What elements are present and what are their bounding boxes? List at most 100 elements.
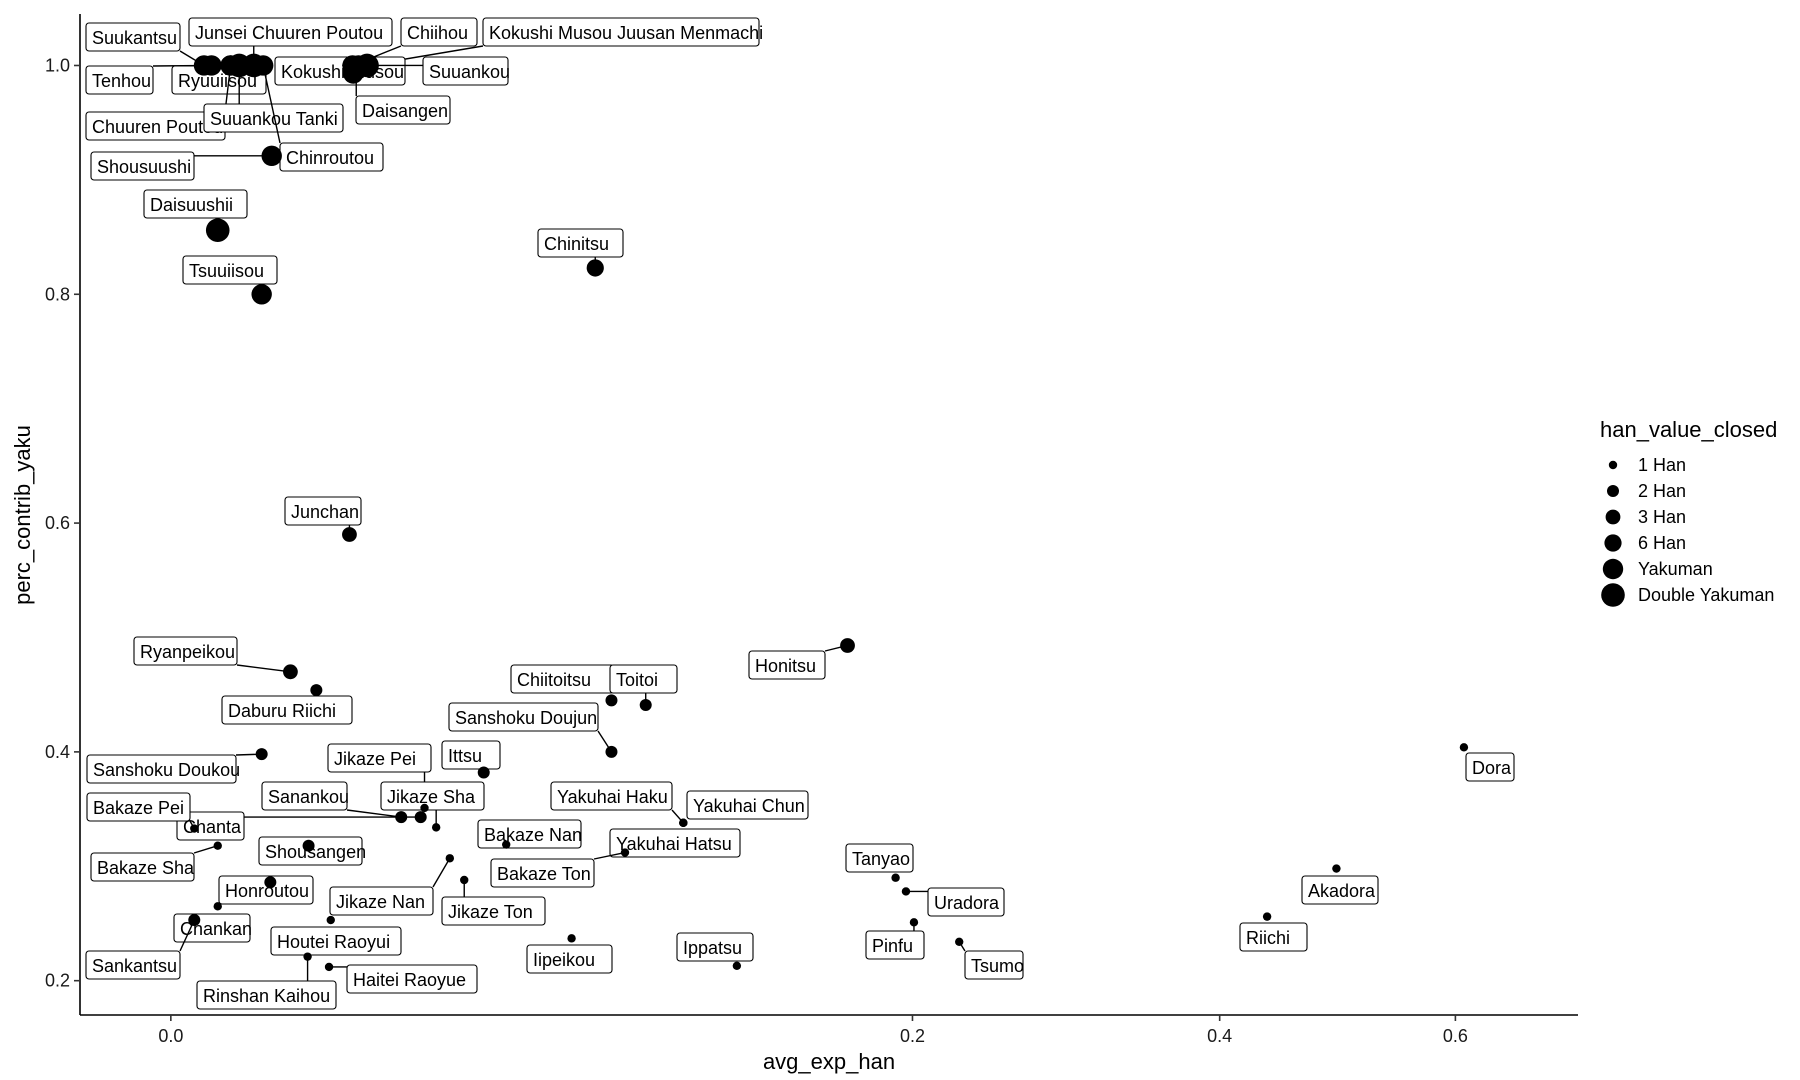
point-label-text: Junsei Chuuren Poutou: [195, 23, 383, 43]
point-jikaze-sha: [431, 823, 441, 832]
point-label-text: Iipeikou: [533, 950, 595, 970]
point-label-bakaze-ton: Bakaze Ton: [490, 851, 626, 888]
leader-line: [236, 664, 291, 673]
point-label-box: [218, 875, 314, 905]
point-label-box: [1239, 922, 1308, 952]
y-tick-label: 0.8: [45, 284, 70, 304]
point-label-text: Ryanpeikou: [140, 642, 235, 662]
y-tick-label: 0.2: [45, 971, 70, 991]
point-label-box: [355, 95, 451, 125]
point-label-jikaze-ton: Jikaze Ton: [441, 880, 546, 926]
point-label-jikaze-nan: Jikaze Nan: [329, 857, 451, 916]
point-label-box: [448, 702, 599, 732]
point-daisuushii: [205, 218, 230, 243]
point-pinfu: [909, 918, 919, 927]
point-label-box: [346, 964, 478, 994]
point-label-text: Ittsu: [448, 746, 482, 766]
point-label-box: [927, 887, 1005, 917]
point-label-box: [865, 930, 925, 960]
point-suuankou-tanki: [227, 53, 252, 78]
point-label-text: Yakuhai Chun: [693, 796, 805, 816]
point-label-text: Tsumo: [971, 956, 1024, 976]
point-label-sankantsu: Sankantsu: [85, 919, 195, 980]
y-tick-label: 0.6: [45, 513, 70, 533]
point-label-kokushi-musou: Kokushi Musou: [274, 56, 406, 86]
point-label-text: Uradora: [934, 893, 1000, 913]
point-label-text: Toitoi: [616, 670, 658, 690]
leader-line: [346, 809, 402, 818]
point-label-box: [85, 950, 181, 980]
point-label-text: Shousangen: [265, 842, 366, 862]
legend-key: [1607, 485, 1619, 497]
point-label-yakuhai-haku: Yakuhai Haku: [550, 781, 684, 824]
point-label-dora: Dora: [1465, 752, 1515, 782]
point-label-houtei-raoyui: Houtei Raoyui: [270, 926, 402, 956]
point-label-text: Chinitsu: [544, 234, 609, 254]
point-label-text: Bakaze Ton: [497, 864, 591, 884]
y-tick-label: 1.0: [45, 55, 70, 75]
point-label-box: [85, 22, 181, 52]
point-label-box: [845, 843, 914, 873]
point-label-box: [270, 926, 402, 956]
point-label-text: Chuuren Poutou: [92, 117, 223, 137]
point-label-text: Suukantsu: [92, 28, 177, 48]
point-ippatsu: [732, 961, 742, 971]
legend-key: [1608, 460, 1618, 470]
point-sanankou: [395, 811, 408, 824]
point-label-text: Daisuushii: [150, 195, 233, 215]
legend-title: han_value_closed: [1600, 417, 1777, 442]
point-daburu-riichi: [310, 684, 323, 697]
point-label-box: [550, 781, 673, 811]
point-label-iipeikou: Iipeikou: [526, 944, 613, 974]
legend-key: [1604, 534, 1622, 552]
point-label-suukantsu: Suukantsu: [85, 22, 205, 67]
point-honroutou: [264, 876, 277, 889]
point-chinroutou: [252, 55, 274, 76]
leader-line: [262, 65, 281, 144]
point-label-box: [188, 17, 393, 47]
point-iipeikou: [567, 934, 576, 943]
point-chiitoitsu: [605, 694, 618, 707]
point-label-box: [526, 944, 613, 974]
point-label-shousuushi: Shousuushi: [90, 151, 272, 181]
point-label-text: Chanta: [183, 817, 242, 837]
point-houtei-raoyui: [326, 915, 335, 925]
point-jikaze-ton: [460, 875, 469, 885]
point-label-jikaze-sha: Jikaze Sha: [380, 781, 485, 828]
point-label-text: Daisangen: [362, 101, 448, 121]
point-label-honroutou: Honroutou: [218, 875, 314, 905]
point-label-box: [329, 886, 434, 916]
point-label-uradora: Uradora: [905, 887, 1005, 917]
point-label-sanshoku-doujun: Sanshoku Doujun: [448, 702, 613, 753]
point-label-text: Jikaze Pei: [334, 749, 416, 769]
point-chanta: [414, 811, 427, 824]
point-label-text: Akadora: [1308, 881, 1376, 901]
point-label-bakaze-pei: Bakaze Pei: [86, 792, 195, 829]
point-label-box: [686, 790, 809, 820]
x-tick-label: 0.4: [1207, 1026, 1232, 1046]
point-tanyao: [891, 873, 900, 882]
point-label-box: [196, 980, 337, 1010]
point-daisangen: [346, 59, 367, 81]
point-label-text: Chiitoitsu: [517, 670, 591, 690]
point-label-box: [1465, 752, 1515, 782]
point-bakaze-ton: [620, 848, 630, 857]
point-label-text: Chiihou: [407, 23, 468, 43]
point-label-text: Ippatsu: [683, 938, 742, 958]
x-axis-title: avg_exp_han: [763, 1049, 895, 1074]
point-shousuushi: [261, 145, 282, 167]
point-label-text: Riichi: [1246, 928, 1290, 948]
point-label-chuuren-poutou: Chuuren Poutou: [85, 65, 232, 141]
point-honitsu: [840, 638, 855, 653]
point-label-text: Haitei Raoyue: [353, 970, 466, 990]
point-label-text: Sanshoku Doujun: [455, 708, 597, 728]
legend-entry: 3 Han: [1638, 507, 1686, 527]
point-label-text: Daburu Riichi: [228, 701, 336, 721]
point-label-box: [1301, 875, 1379, 905]
legend-entry: Double Yakuman: [1638, 585, 1774, 605]
point-label-ryanpeikou: Ryanpeikou: [133, 636, 291, 673]
point-label-chiitoitsu: Chiitoitsu: [510, 664, 615, 694]
point-label-box: [176, 811, 245, 841]
point-label-akadora: Akadora: [1301, 875, 1379, 905]
